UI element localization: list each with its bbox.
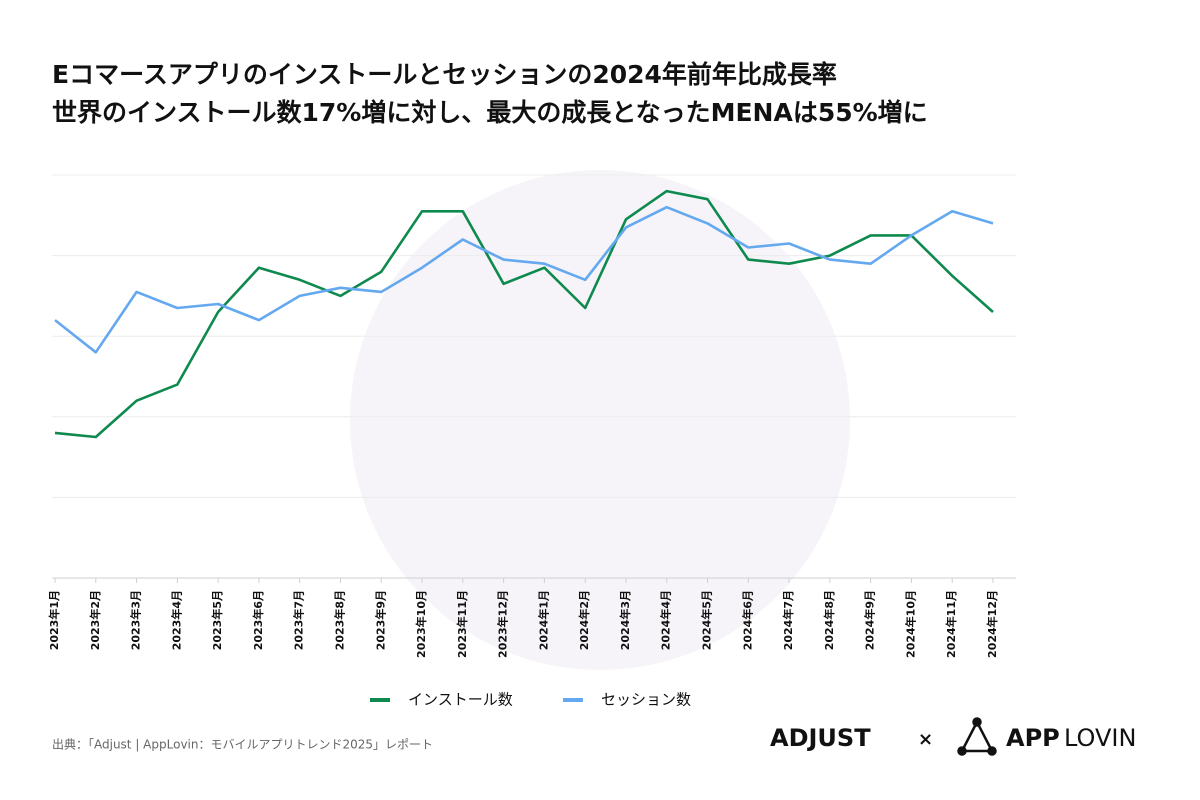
logo-separator: × [918, 729, 933, 750]
x-tick-label: 2024年9月 [863, 590, 877, 650]
x-tick-label: 2024年1月 [536, 590, 550, 650]
logo-applovin-bold: APP [1006, 724, 1060, 752]
x-tick-label: 2023年9月 [373, 590, 387, 650]
legend-label: インストール数 [408, 691, 513, 709]
x-tick-label: 2023年12月 [496, 590, 510, 658]
x-tick-label: 2023年8月 [332, 590, 346, 650]
x-tick-label: 2023年7月 [292, 590, 306, 650]
chart-subtitle: 世界のインストール数17%増に対し、最大の成長となったMENAは55%増に [52, 98, 928, 127]
applovin-icon [957, 717, 997, 756]
x-tick-label: 2024年3月 [618, 590, 632, 650]
legend-label: セッション数 [601, 691, 691, 709]
x-tick-label: 2023年6月 [251, 590, 265, 650]
line-series [54, 205, 994, 354]
x-tick-label: 2024年11月 [944, 590, 958, 658]
line-series [54, 189, 994, 439]
x-tick-label: 2024年2月 [577, 590, 591, 650]
x-tick-label: 2024年7月 [781, 590, 795, 650]
source: 出典：「Adjust | AppLovin：モバイルアプリトレンド2025」レポ… [52, 738, 433, 752]
logo-adjust: ADJUST [770, 724, 871, 752]
x-tick-label: 2023年11月 [455, 590, 469, 658]
x-tick-label: 2024年8月 [822, 590, 836, 650]
x-tick-label: 2023年2月 [88, 590, 102, 650]
x-tick-label: 2023年10月 [414, 590, 428, 658]
watermark [350, 170, 850, 670]
x-tick-label: 2023年4月 [169, 590, 183, 650]
x-tick-label: 2024年10月 [903, 590, 917, 658]
x-tick-label: 2023年1月 [47, 590, 61, 650]
x-tick-label: 2024年6月 [740, 590, 754, 650]
x-tick-label: 2023年5月 [210, 590, 224, 650]
logo-applovin-light: LOVIN [1064, 724, 1136, 752]
x-tick-label: 2024年12月 [985, 590, 999, 658]
chart-title: Eコマースアプリのインストールとセッションの2024年前年比成長率 [52, 60, 837, 89]
x-tick-label: 2024年4月 [659, 590, 673, 650]
x-tick-label: 2024年5月 [700, 590, 714, 650]
x-tick-label: 2023年3月 [129, 590, 143, 650]
